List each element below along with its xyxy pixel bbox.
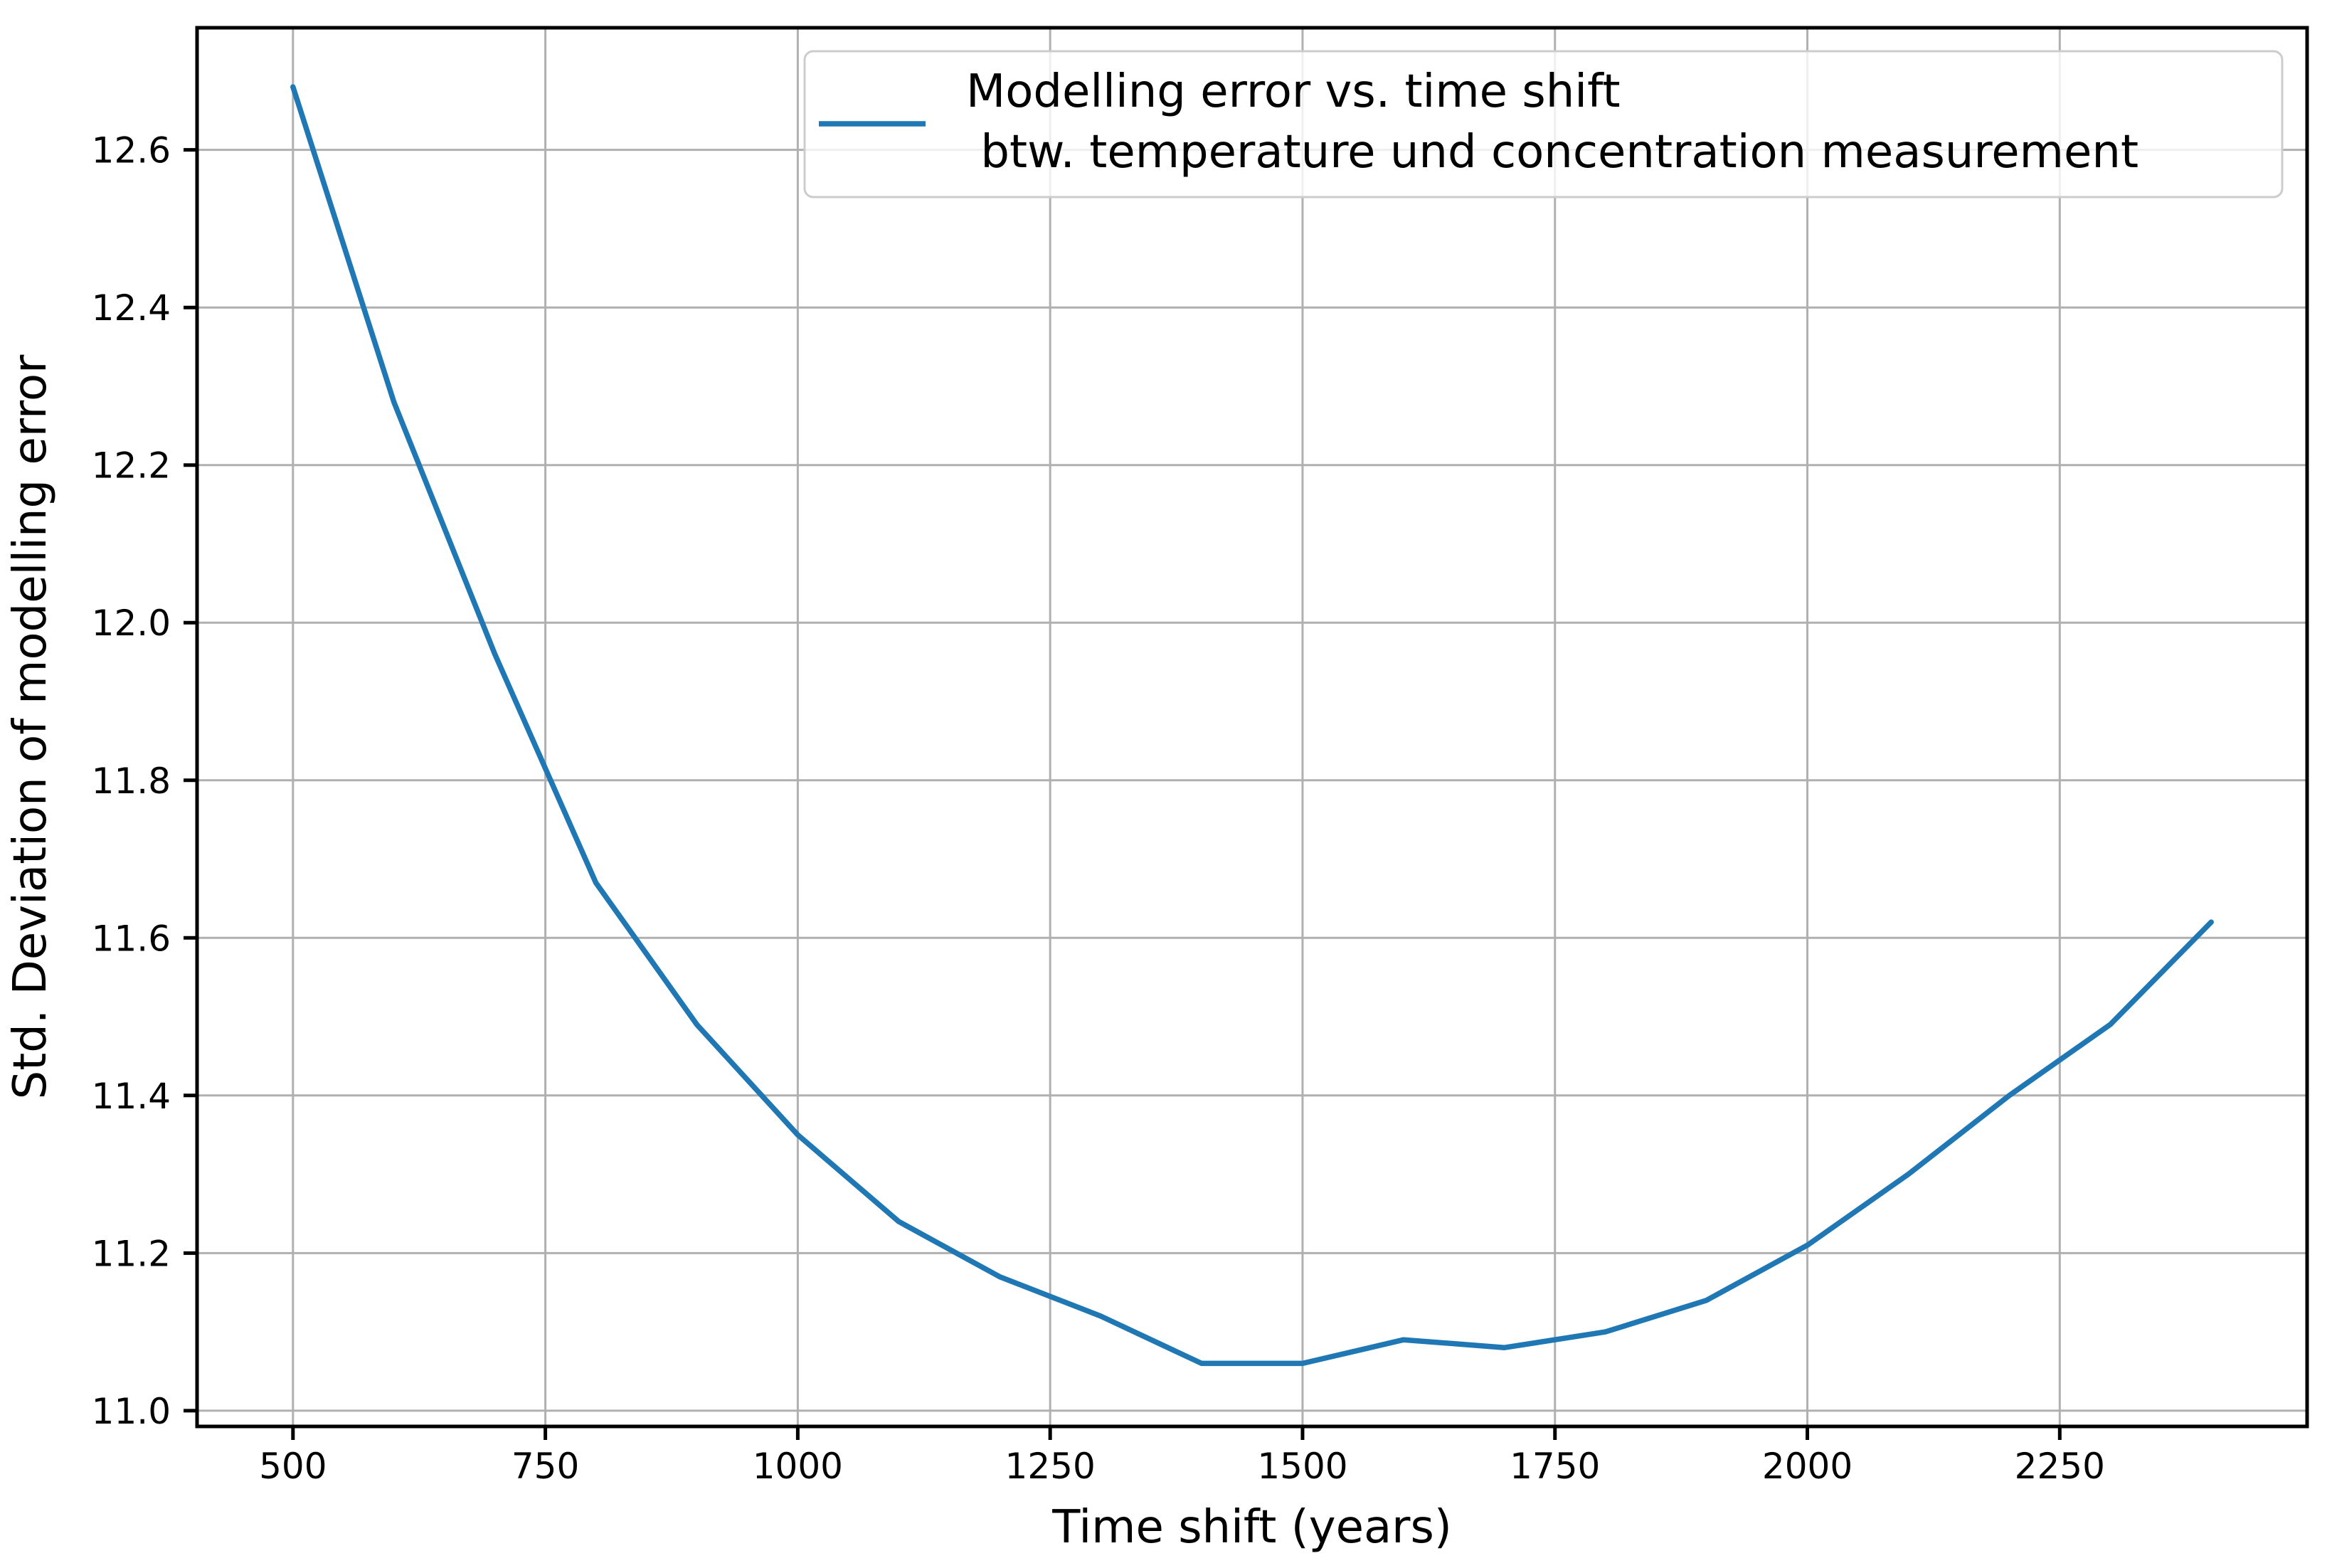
- grid-layer: [197, 28, 2307, 1426]
- y-tick-label: 12.4: [92, 287, 171, 329]
- y-tick-label: 12.2: [92, 445, 171, 487]
- x-tick-label: 2000: [1762, 1446, 1853, 1487]
- y-tick-label: 12.0: [92, 603, 171, 644]
- x-tick-label: 1500: [1257, 1446, 1347, 1487]
- x-tick-label: 750: [512, 1446, 579, 1487]
- y-tick-label: 12.6: [92, 130, 171, 171]
- legend-label-line-1: Modelling error vs. time shift: [966, 65, 1621, 118]
- x-axis-label: Time shift (years): [1051, 1501, 1452, 1554]
- x-tick-label: 2250: [2015, 1446, 2105, 1487]
- y-tick-label: 11.0: [92, 1391, 171, 1432]
- x-tick-label: 500: [259, 1446, 327, 1487]
- data-layer: [290, 84, 2214, 1367]
- tick-layer: 500 750 1000 1250 1500 1750 2000 2250 11.0 11.2 11…: [92, 130, 2105, 1487]
- legend: Modelling error vs. time shift btw. temp…: [803, 50, 2284, 198]
- x-tick-label: 1750: [1510, 1446, 1600, 1487]
- y-tick-label: 11.4: [92, 1076, 171, 1117]
- legend-label-line-2: btw. temperature und concentration measu…: [966, 126, 2138, 179]
- plot-border: [195, 26, 2309, 1429]
- y-axis-label: Std. Deviation of modelling error: [4, 354, 57, 1100]
- y-tick-label: 11.6: [92, 918, 171, 959]
- x-tick-label: 1000: [753, 1446, 843, 1487]
- y-tick-label: 11.8: [92, 761, 171, 802]
- y-tick-label: 11.2: [92, 1233, 171, 1274]
- legend-box: [803, 50, 2284, 198]
- data-line: [290, 84, 2214, 1367]
- x-tick-label: 1250: [1005, 1446, 1096, 1487]
